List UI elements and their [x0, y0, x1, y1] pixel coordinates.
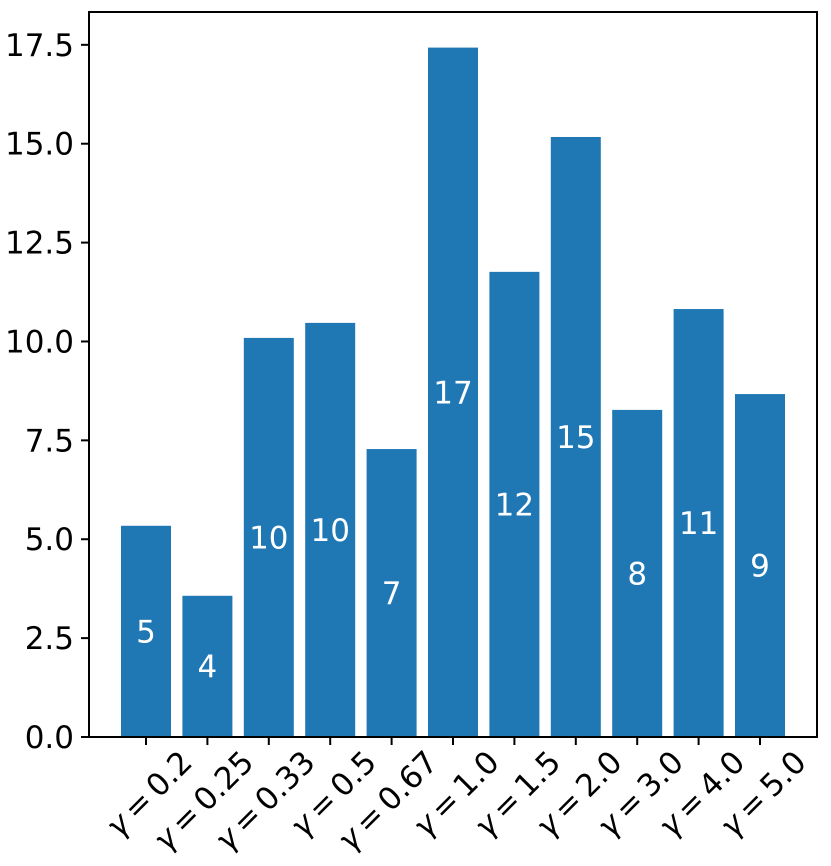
y-tick-label: 2.5 — [25, 621, 74, 657]
y-tick-label: 5.0 — [25, 522, 74, 558]
bar — [243, 337, 294, 737]
bar-value-label: 11 — [679, 506, 718, 542]
bar-value-label: 10 — [310, 513, 349, 549]
bar — [305, 322, 356, 737]
bar — [735, 394, 785, 737]
y-tick-label: 10.0 — [5, 324, 74, 360]
bar — [366, 449, 417, 737]
bar-value-label: 8 — [627, 556, 647, 592]
y-tick-label: 12.5 — [5, 226, 74, 262]
bar — [428, 47, 478, 737]
y-tick-label: 15.0 — [5, 127, 74, 163]
bar — [673, 309, 724, 737]
bar-value-label: 10 — [249, 520, 288, 556]
bar-value-label: 4 — [198, 649, 218, 685]
y-tick-label: 17.5 — [5, 28, 74, 64]
bar — [612, 409, 663, 737]
y-tick-label: 0.0 — [25, 720, 74, 756]
bar-value-label: 9 — [750, 549, 770, 585]
bar — [121, 525, 171, 737]
y-tick-label: 7.5 — [25, 423, 74, 459]
bar — [182, 595, 233, 737]
bar-value-label: 5 — [136, 614, 156, 650]
bar-value-label: 12 — [495, 487, 534, 523]
bar — [489, 271, 540, 737]
bar-value-label: 17 — [433, 375, 472, 411]
bar-value-label: 15 — [556, 420, 595, 456]
bar — [550, 136, 601, 738]
bar-value-label: 7 — [382, 576, 402, 612]
